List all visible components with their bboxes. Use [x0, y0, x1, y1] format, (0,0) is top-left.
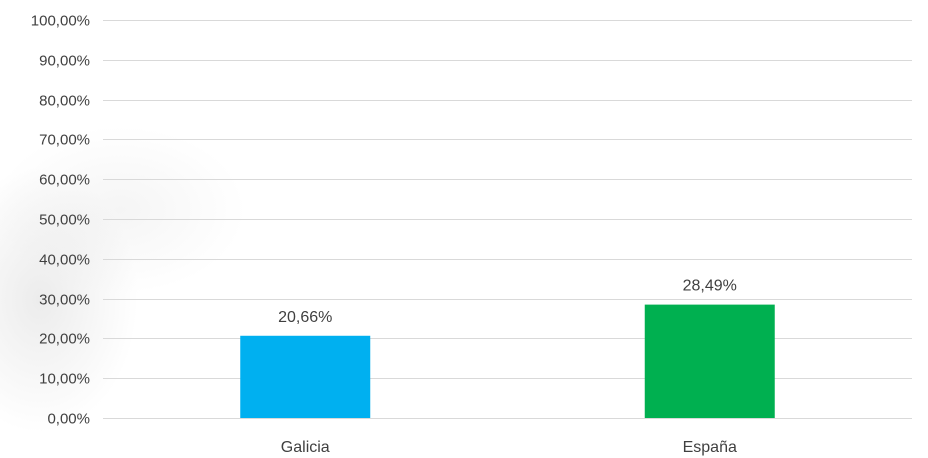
y-tick-label: 30,00%: [39, 292, 90, 309]
data-labels: 20,66% 28,49%: [278, 278, 737, 326]
y-tick-label: 40,00%: [39, 252, 90, 269]
x-axis-category-labels: Galicia España: [281, 439, 737, 456]
y-tick-label: 80,00%: [39, 93, 90, 110]
data-label: 28,49%: [683, 278, 737, 295]
bars: [240, 304, 775, 418]
y-tick-label: 100,00%: [31, 13, 90, 30]
y-axis-tick-labels: 0,00% 10,00% 20,00% 30,00% 40,00% 50,00% 60,00…: [31, 13, 90, 428]
y-tick-label: 50,00%: [39, 212, 90, 229]
y-tick-label: 70,00%: [39, 132, 90, 149]
y-tick-label: 90,00%: [39, 53, 90, 70]
x-category-label: España: [683, 439, 737, 456]
gridlines: [103, 20, 912, 419]
x-category-label: Galicia: [281, 439, 330, 456]
y-tick-label: 0,00%: [47, 411, 90, 428]
bar-espana: [644, 304, 775, 418]
y-tick-label: 10,00%: [39, 371, 90, 388]
y-tick-label: 20,00%: [39, 331, 90, 348]
y-tick-label: 60,00%: [39, 172, 90, 189]
bar-galicia: [240, 335, 371, 418]
data-label: 20,66%: [278, 309, 332, 326]
